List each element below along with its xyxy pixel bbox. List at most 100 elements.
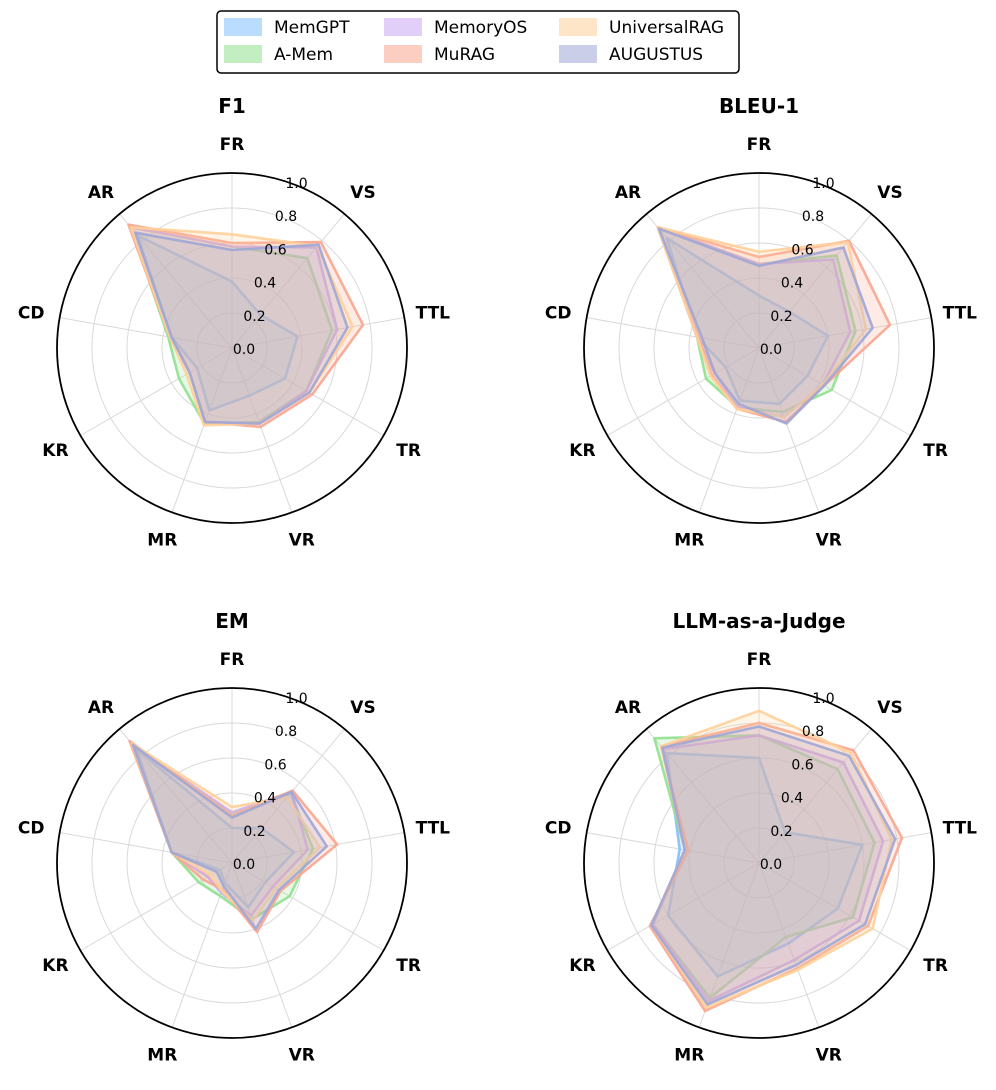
- axis-label-tr: TR: [396, 441, 421, 461]
- grid-spoke: [758, 347, 820, 513]
- axis-label-kr: KR: [42, 441, 68, 461]
- axis-label-tr: TR: [923, 956, 948, 976]
- radial-tick-label: 0.6: [264, 757, 286, 773]
- axis-label-vr: VR: [816, 1046, 842, 1066]
- grid-spoke: [758, 862, 911, 951]
- axis-label-kr: KR: [569, 956, 595, 976]
- grid-spoke: [231, 317, 405, 349]
- grid-spoke: [59, 317, 233, 349]
- axis-label-kr: KR: [42, 956, 68, 976]
- axis-label-ttl: TTL: [943, 304, 978, 324]
- axis-label-ttl: TTL: [416, 304, 451, 324]
- axis-label-vr: VR: [289, 531, 315, 551]
- grid-spoke: [586, 832, 760, 864]
- radar-panels: F10.00.20.40.60.81.0FRVSTTLTRVRMRKRCDARB…: [18, 94, 977, 1066]
- series-augustus-polygon: [134, 231, 349, 425]
- axis-label-ttl: TTL: [943, 819, 978, 839]
- legend-swatch-universalrag: [559, 18, 597, 36]
- axis-label-mr: MR: [147, 531, 177, 551]
- outer-ring: [56, 687, 408, 1039]
- grid-spoke: [698, 347, 760, 513]
- grid-spoke: [646, 728, 760, 864]
- axis-label-ar: AR: [615, 183, 641, 203]
- radial-tick-label: 0.0: [760, 342, 782, 358]
- axis-label-vs: VS: [350, 183, 375, 203]
- axis-label-cd: CD: [545, 304, 572, 324]
- radial-tick-label: 0.2: [243, 309, 265, 325]
- legend-swatch-memoryos: [384, 18, 422, 36]
- radial-tick-label: 0.0: [233, 342, 255, 358]
- radial-tick-label: 0.6: [264, 242, 286, 258]
- panel-title-llm-as-a-judge: LLM-as-a-Judge: [672, 609, 845, 633]
- legend-label-a-mem: A-Mem: [274, 45, 333, 65]
- panel-title-f1: F1: [218, 94, 246, 118]
- axis-label-vs: VS: [350, 698, 375, 718]
- series-a-mem-polygon: [651, 733, 876, 1000]
- series-augustus-polygon: [131, 743, 329, 931]
- radial-tick-label: 0.2: [770, 309, 792, 325]
- grid-spoke: [758, 347, 911, 436]
- radial-tick-label: 0.2: [243, 824, 265, 840]
- grid-spoke: [646, 213, 760, 349]
- radial-tick-label: 0.4: [254, 276, 276, 292]
- panel-title-bleu-1: BLEU-1: [719, 94, 799, 118]
- legend-swatch-murag: [384, 45, 422, 63]
- panel-title-em: EM: [215, 609, 249, 633]
- axis-label-mr: MR: [674, 531, 704, 551]
- radial-tick-label: 0.4: [781, 276, 803, 292]
- radial-tick-label: 0.6: [791, 242, 813, 258]
- grid-spoke: [231, 862, 384, 951]
- grid-spoke: [59, 832, 233, 864]
- grid-spoke: [607, 862, 760, 951]
- axis-label-fr: FR: [747, 135, 772, 155]
- series-augustus-polygon: [650, 725, 897, 1006]
- legend-label-universalrag: UniversalRAG: [609, 18, 724, 38]
- radial-tick-label: 0.8: [802, 209, 824, 225]
- axis-label-fr: FR: [747, 650, 772, 670]
- grid-spoke: [171, 347, 233, 513]
- grid-spoke: [231, 728, 345, 864]
- legend-frame: [216, 10, 740, 74]
- radar-panel-bleu-1: BLEU-10.00.20.40.60.81.0FRVSTTLTRVRMRKRC…: [545, 94, 977, 551]
- legend-swatch-a-mem: [224, 45, 262, 63]
- legend-label-murag: MuRAG: [434, 45, 495, 65]
- radial-tick-label: 0.8: [275, 209, 297, 225]
- grid-spoke: [586, 317, 760, 349]
- axis-label-tr: TR: [923, 441, 948, 461]
- axis-label-mr: MR: [147, 1046, 177, 1066]
- legend-swatch-augustus: [559, 45, 597, 63]
- grid-spoke: [758, 862, 820, 1028]
- axis-label-cd: CD: [545, 819, 572, 839]
- grid-spoke: [231, 862, 293, 1028]
- grid-spoke: [231, 213, 345, 349]
- axis-label-vr: VR: [289, 1046, 315, 1066]
- axis-label-vr: VR: [816, 531, 842, 551]
- radial-tick-label: 0.8: [275, 724, 297, 740]
- radial-tick-label: 0.8: [802, 724, 824, 740]
- axis-label-vs: VS: [877, 698, 902, 718]
- outer-ring: [583, 172, 935, 524]
- legend-label-memgpt: MemGPT: [274, 18, 350, 38]
- axis-label-fr: FR: [220, 650, 245, 670]
- legend-label-memoryos: MemoryOS: [434, 18, 527, 38]
- radial-tick-label: 0.6: [791, 757, 813, 773]
- radar-panel-llm-as-a-judge: LLM-as-a-Judge0.00.20.40.60.81.0FRVSTTLT…: [545, 609, 977, 1066]
- grid-spoke: [80, 347, 233, 436]
- legend-swatch-memgpt: [224, 18, 262, 36]
- axis-label-ttl: TTL: [416, 819, 451, 839]
- axis-label-vs: VS: [877, 183, 902, 203]
- axis-label-kr: KR: [569, 441, 595, 461]
- radial-tick-label: 0.4: [781, 791, 803, 807]
- axis-label-ar: AR: [615, 698, 641, 718]
- series-augustus-polygon: [657, 227, 875, 425]
- legend-label-augustus: AUGUSTUS: [609, 45, 703, 65]
- radial-tick-label: 0.0: [760, 857, 782, 873]
- legend: MemGPT A-Mem MemoryOS MuRAG UniversalRAG AUGU…: [216, 10, 740, 74]
- grid-spoke: [231, 347, 384, 436]
- axis-label-cd: CD: [18, 819, 45, 839]
- outer-ring: [583, 687, 935, 1039]
- axis-label-mr: MR: [674, 1046, 704, 1066]
